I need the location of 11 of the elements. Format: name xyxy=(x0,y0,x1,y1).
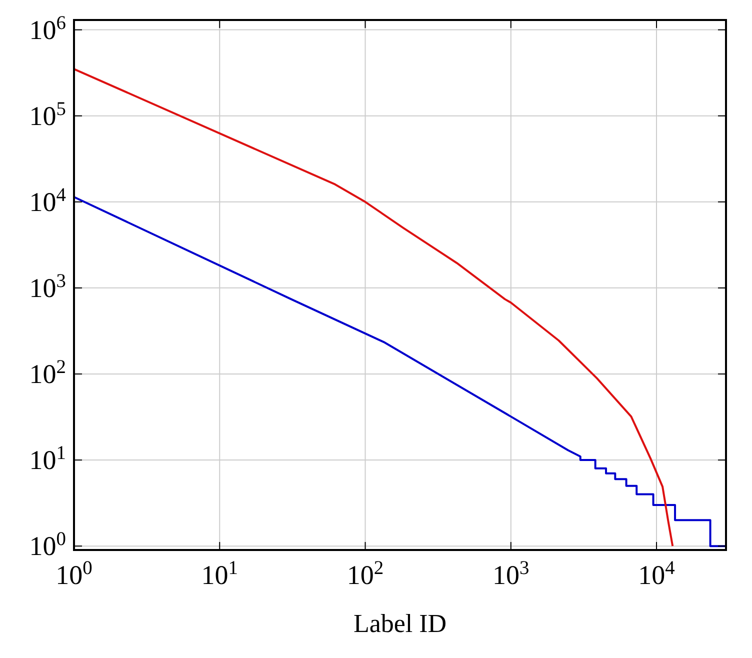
x-axis-title: Label ID xyxy=(353,609,447,638)
x-tick-label: 10$^{1}$ xyxy=(201,558,238,590)
y-tick-label: 10$^{1}$ xyxy=(29,442,66,476)
x-tick-label: 10$^{2}$ xyxy=(346,558,384,590)
x-tick-label: 10$^{3}$ xyxy=(492,558,530,590)
y-tick-label: 10$^{4}$ xyxy=(29,184,66,217)
y-tick-label: 10$^{6}$ xyxy=(29,12,66,45)
y-tick-label: 10$^{2}$ xyxy=(29,356,66,389)
y-tick-label: 10$^{5}$ xyxy=(29,98,66,131)
y-tick-label: 10$^{3}$ xyxy=(29,270,66,303)
x-tick-label: 10$^{4}$ xyxy=(638,558,676,590)
